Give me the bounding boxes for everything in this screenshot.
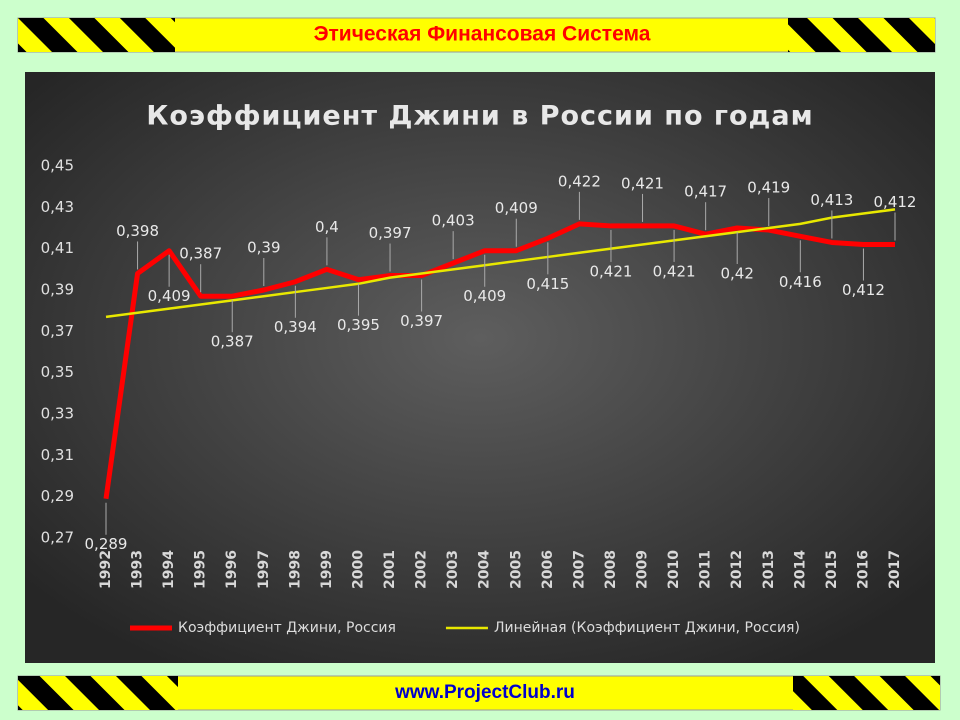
y-tick-label: 0,31 [41, 446, 74, 464]
y-tick-label: 0,39 [41, 281, 74, 299]
data-label: 0,421 [589, 262, 632, 280]
data-label: 0,422 [558, 172, 601, 190]
x-tick-label: 2005 [508, 550, 524, 589]
data-label: 0,39 [247, 239, 280, 257]
data-label: 0,398 [116, 222, 159, 240]
bottom-banner: www.ProjectClub.ru [17, 675, 941, 711]
data-label: 0,412 [874, 193, 917, 211]
data-label: 0,397 [400, 312, 443, 330]
x-tick-label: 1994 [161, 550, 177, 589]
banner-title: Этическая Финансовая Система [314, 23, 651, 46]
data-label: 0,4 [315, 218, 339, 236]
data-label: 0,387 [211, 333, 254, 351]
x-tick-label: 2017 [887, 550, 903, 589]
legend-label: Линейная (Коэффициент Джини, Россия) [494, 620, 800, 636]
data-label: 0,412 [842, 281, 885, 299]
data-label: 0,387 [179, 245, 222, 263]
data-label: 0,417 [684, 183, 727, 201]
y-tick-label: 0,45 [41, 157, 74, 175]
data-label: 0,415 [526, 275, 569, 293]
x-tick-label: 2015 [824, 550, 840, 589]
hazard-stripes [18, 18, 175, 52]
x-tick-label: 2010 [666, 550, 682, 589]
y-tick-label: 0,37 [41, 322, 74, 340]
y-tick-label: 0,29 [41, 487, 74, 505]
data-label: 0,409 [148, 287, 191, 305]
y-tick-label: 0,27 [41, 529, 74, 547]
data-label: 0,421 [621, 174, 664, 192]
data-label: 0,395 [337, 316, 380, 334]
data-label: 0,416 [779, 273, 822, 291]
x-tick-label: 2002 [414, 550, 430, 589]
data-label: 0,409 [463, 287, 506, 305]
hazard-stripes [793, 676, 940, 710]
data-label: 0,394 [274, 318, 317, 336]
x-tick-label: 2007 [571, 550, 587, 589]
data-label: 0,419 [747, 179, 790, 197]
trend-line [105, 208, 896, 319]
x-tick-label: 2012 [729, 550, 745, 589]
x-tick-label: 2013 [761, 550, 777, 589]
x-tick-label: 2016 [855, 550, 871, 589]
x-tick-label: 2006 [540, 550, 556, 589]
x-tick-label: 1996 [224, 550, 240, 589]
data-label: 0,409 [495, 199, 538, 217]
x-tick-label: 2014 [792, 550, 808, 589]
banner-footer[interactable]: www.ProjectClub.ru [394, 682, 575, 703]
top-banner: Этическая Финансовая Система [17, 17, 936, 53]
chart-title: Коэффициент Джини в России по годам [146, 101, 813, 132]
data-label: 0,42 [720, 265, 753, 283]
x-tick-label: 1993 [130, 550, 146, 589]
y-tick-label: 0,43 [41, 198, 74, 216]
chart-panel [25, 72, 935, 663]
data-label: 0,397 [369, 224, 412, 242]
data-label: 0,413 [810, 191, 853, 209]
plot: 0,27 0,29 0,31 0,33 0,35 0,37 0,39 0,41 0,43 0,45… [41, 157, 917, 637]
data-label: 0,403 [432, 212, 475, 230]
data-label: 0,289 [85, 535, 128, 553]
y-tick-label: 0,41 [41, 239, 74, 257]
x-tick-label: 2008 [603, 550, 619, 589]
data-label: 0,421 [653, 262, 696, 280]
x-tick-label: 1995 [193, 550, 209, 589]
hazard-stripes [788, 18, 935, 52]
legend-label: Коэффициент Джини, Россия [178, 620, 396, 636]
x-tick-label: 2000 [350, 550, 366, 589]
x-tick-label: 1998 [287, 550, 303, 589]
x-tick-label: 2001 [382, 550, 398, 589]
x-tick-label: 1999 [319, 550, 335, 589]
y-tick-label: 0,35 [41, 363, 74, 381]
hazard-stripes [18, 676, 178, 710]
y-tick-label: 0,33 [41, 405, 74, 423]
x-tick-label: 2004 [477, 550, 493, 589]
x-tick-label: 1992 [98, 550, 114, 589]
x-tick-label: 1997 [256, 550, 272, 589]
x-tick-label: 2011 [698, 550, 714, 589]
x-tick-label: 2009 [635, 550, 651, 589]
x-tick-label: 2003 [445, 550, 461, 589]
